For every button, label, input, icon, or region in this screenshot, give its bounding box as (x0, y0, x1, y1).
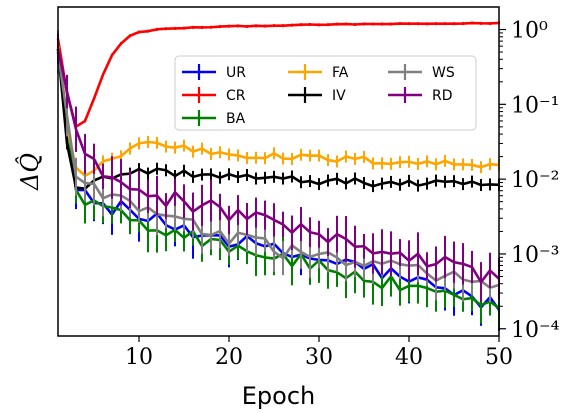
legend-label: RD (432, 88, 453, 104)
series-line (56, 48, 500, 190)
series-cr (56, 21, 500, 129)
x-tick-label: 20 (215, 345, 243, 370)
series-line (56, 51, 500, 290)
series-rd (56, 33, 500, 302)
legend-item-cr: CR (182, 87, 246, 104)
x-tick-label: 30 (305, 345, 333, 370)
legend-item-rd: RD (388, 87, 453, 104)
x-tick-label: 10 (125, 345, 153, 370)
series-line (56, 45, 500, 178)
series-fa (56, 40, 500, 182)
y-axis-label: ΔQ̂ (16, 153, 44, 191)
y-tick-label: 10⁻³ (511, 243, 559, 268)
legend-label: CR (226, 88, 246, 104)
legend-item-ba: BA (182, 110, 246, 127)
legend-item-iv: IV (288, 87, 346, 104)
legend-item-fa: FA (288, 64, 349, 81)
series-line (56, 21, 500, 128)
legend-item-ur: UR (182, 64, 246, 81)
legend: UR CR BA FA IV WS RD (174, 55, 477, 131)
y-tick-label: 10⁻² (511, 168, 559, 193)
legend-label: WS (432, 65, 455, 81)
y-tick-label: 10⁰ (511, 19, 548, 44)
legend-label: FA (332, 65, 349, 81)
legend-label: UR (226, 65, 246, 81)
y-tick-label: 10⁻¹ (511, 93, 559, 118)
x-tick-label: 50 (485, 345, 513, 370)
legend-box (174, 55, 477, 131)
legend-label: IV (332, 88, 346, 104)
series-line (56, 48, 500, 284)
legend-label: BA (226, 111, 246, 127)
legend-item-ws: WS (388, 64, 455, 81)
y-tick-label: 10⁻⁴ (511, 318, 560, 343)
x-axis-label: Epoch (242, 382, 316, 410)
plot-frame (57, 6, 500, 337)
series-line (56, 48, 501, 311)
x-tick-label: 40 (395, 345, 423, 370)
